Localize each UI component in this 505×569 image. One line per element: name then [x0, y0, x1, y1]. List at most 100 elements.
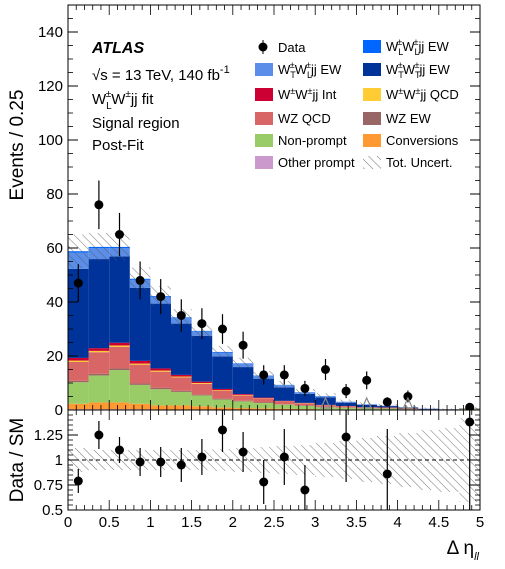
energy-label: √s = 13 TeV, 140 fb-1 [92, 64, 230, 84]
data-point-11 [300, 380, 310, 396]
legend: Data WT±WL±jj EW W±W±jj Int WZ QCD Non-p… [255, 37, 459, 170]
main-y-axis: 0 20 40 60 80 100 120 140 [38, 4, 480, 419]
legend-entry-wzqcd: WZ QCD [255, 111, 331, 126]
bar-7-8 [232, 367, 254, 395]
data-point-5 [176, 299, 186, 332]
bar-1-0 [68, 403, 89, 410]
bar-2-4 [150, 389, 171, 406]
ratio-x-axis: 0 0.5 1 1.5 2 2.5 3 3.5 4 4.5 5 [64, 410, 484, 531]
bar-2-5 [171, 391, 192, 406]
bar-4-2 [109, 346, 130, 369]
bar-6-2 [109, 342, 130, 346]
bar-6-4 [150, 368, 171, 371]
legend-label-wlwl: WL±WL±jj EW [386, 37, 450, 57]
legend-label-wtwl: WT±WL±jj EW [278, 60, 342, 80]
bar-7-13 [335, 402, 357, 406]
arrow-2 [402, 396, 414, 409]
ratio-y-tick-label-3: 1.25 [34, 427, 63, 444]
data-point-13 [341, 384, 351, 399]
status-label: Post-Fit [92, 137, 145, 154]
bar-7-4 [150, 303, 171, 369]
data-point-9 [259, 365, 269, 385]
data-point-14 [362, 371, 372, 390]
bar-2-9 [253, 402, 274, 409]
bar-4-13 [335, 406, 357, 408]
legend-entry-wtwt: WT±WT±jj EW [363, 60, 451, 80]
bar-5-7 [212, 390, 233, 391]
bar-3-7 [212, 398, 233, 400]
arrow-1 [361, 396, 373, 409]
ratio-point-0 [73, 469, 83, 493]
main-x-ticks [67, 5, 481, 410]
bar-7-12 [315, 397, 336, 405]
legend-entry-nonprompt: Non-prompt [255, 133, 347, 148]
x-tick-label-5: 2.5 [264, 514, 285, 531]
bar-7-5 [171, 323, 192, 375]
experiment-label: ATLAS [91, 40, 144, 57]
bar-7-0 [68, 268, 89, 358]
ratio-point-8 [238, 432, 248, 472]
bar-2-2 [109, 370, 130, 403]
ratio-point-12 [341, 410, 351, 482]
data-point-7 [218, 314, 227, 344]
x-tick-label-3: 1.5 [181, 514, 202, 531]
data-point-6 [197, 308, 207, 339]
bar-7-6 [191, 335, 213, 382]
ratio-y-tick-label-0: 0.5 [42, 502, 63, 519]
main-panel: 0 20 40 60 80 100 120 140 Events / 0.25 ATLAS √… [7, 4, 481, 419]
legend-label-wzew: WZ EW [386, 111, 431, 126]
x-tick-label-9: 4.5 [428, 514, 449, 531]
main-y-tick-label-6: 120 [38, 78, 63, 95]
bar-4-16 [397, 408, 419, 410]
ratio-y-tick-label-1: 0.75 [34, 477, 63, 494]
bar-2-14 [356, 408, 377, 410]
unc-8 [232, 357, 254, 369]
bar-2-7 [212, 399, 233, 408]
legend-entry-data: Data [258, 40, 306, 55]
bar-1-3 [129, 403, 151, 410]
ratio-point-14 [465, 410, 475, 510]
bar-1-7 [212, 407, 233, 410]
bar-6-3 [129, 360, 151, 364]
region-label: Signal region [92, 115, 180, 132]
data-point-4 [156, 279, 166, 315]
x-tick-label-2: 1 [146, 514, 154, 531]
ratio-point-4 [156, 447, 166, 477]
bar-2-10 [274, 404, 295, 409]
bar-6-10 [274, 400, 295, 402]
legend-label-conversions: Conversions [386, 133, 459, 148]
bar-5-6 [191, 383, 213, 384]
x-tick-label-10: 5 [476, 514, 484, 531]
legend-label-wwqcd: W±W±jj QCD [386, 86, 459, 102]
legend-label-nonprompt: Non-prompt [278, 133, 347, 148]
legend-entry-wzew: WZ EW [363, 111, 431, 126]
bar-1-1 [88, 402, 110, 410]
x-tick-label-8: 4 [393, 514, 401, 531]
ratio-unc-12 [315, 443, 336, 477]
bar-2-1 [88, 375, 110, 403]
legend-label-otherprompt: Other prompt [278, 155, 355, 170]
ratio-point-7 [218, 410, 227, 452]
arrow-0 [320, 396, 331, 409]
data-point-12 [321, 358, 330, 381]
legend-entry-conversions: Conversions [363, 133, 459, 148]
bar-3-1 [88, 373, 110, 376]
legend-entry-int: W±W±jj Int [255, 86, 337, 102]
bar-5-4 [150, 370, 171, 372]
bar-5-5 [171, 376, 192, 378]
legend-entry-otherprompt: Other prompt [255, 155, 355, 170]
bar-7-7 [212, 356, 233, 389]
ratio-point-11 [300, 465, 310, 510]
bar-6-0 [68, 357, 89, 361]
data-point-0 [73, 264, 83, 302]
bar-1-2 [109, 402, 130, 410]
bar-7-3 [129, 287, 151, 361]
bar-7-2 [109, 256, 130, 343]
legend-label-wtwt: WT±WT±jj EW [386, 60, 451, 80]
bar-3-3 [129, 383, 151, 385]
ratio-point-13 [382, 429, 392, 510]
unc-1 [88, 233, 110, 261]
bar-3-4 [150, 387, 171, 390]
